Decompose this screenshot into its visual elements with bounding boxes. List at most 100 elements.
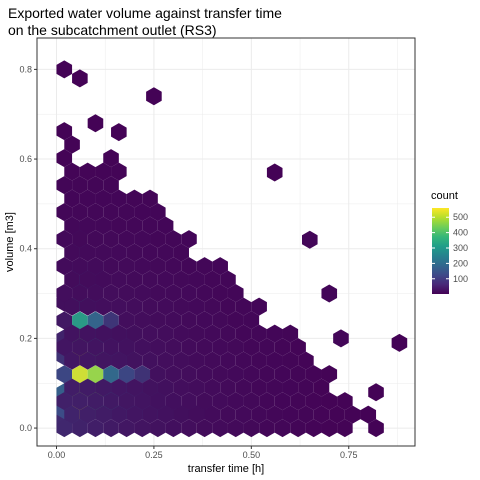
- x-tick-label: 0.25: [145, 450, 163, 460]
- hexbin-cell: 7: [64, 135, 80, 154]
- hexbin-cell: 24: [150, 338, 166, 357]
- hexbin-cell: 47: [95, 405, 112, 424]
- hexbin-cell: 37: [118, 392, 135, 411]
- hexbin-cell: 30: [150, 419, 166, 438]
- hexbin-cell: 9: [126, 189, 143, 208]
- hexbin-cell: 7: [321, 392, 338, 411]
- hexbin-cell: 22: [134, 311, 151, 330]
- hexbin-cell: 41: [111, 405, 127, 424]
- hexbin-cell: 29: [95, 324, 112, 343]
- hexbin-cell: 21: [126, 297, 143, 316]
- y-axis: 0.0 0.2 0.4 0.6 0.8: [19, 64, 37, 433]
- hexbin-cell: 12: [72, 203, 88, 222]
- x-tick-label: 0.50: [243, 450, 261, 460]
- hexbin-cell: 52: [72, 392, 88, 411]
- hexbin-cell: 11: [243, 311, 260, 330]
- hexbin-cell: 14: [220, 324, 236, 343]
- hexbin-cell: 13: [118, 230, 135, 249]
- hexbin-cell: 10: [111, 189, 127, 208]
- y-axis-title: volume [m3]: [4, 212, 16, 272]
- hexbin-cell: 20: [196, 392, 213, 411]
- hexbin-cell: 10: [282, 405, 299, 424]
- plot-panel: 7013017012085604025120540460520500400300…: [36, 37, 416, 447]
- hexbin-cell: 19: [181, 338, 197, 357]
- hexbin-cell: 36: [56, 338, 73, 357]
- hexbin-cell: 23: [181, 419, 197, 438]
- hexbin-cell: 14: [173, 270, 189, 289]
- hexbin-cell: 11: [220, 270, 236, 289]
- hexbin-cell: 10: [266, 351, 283, 370]
- x-tick-label: 0.75: [340, 450, 358, 460]
- hexbin-cell: 9: [87, 176, 104, 195]
- hexbin-cell: 20: [150, 311, 166, 330]
- hexbin-cell: 22: [188, 405, 205, 424]
- hexbin-cell: 16: [165, 284, 182, 303]
- hexbin-cell: 30: [126, 351, 143, 370]
- hexbin-cell: 10: [64, 189, 80, 208]
- hexbin-cell: 11: [227, 284, 244, 303]
- hexbin-cell: 18: [72, 257, 88, 276]
- hexbin-cell: 13: [188, 270, 205, 289]
- hexbin-cell: 20: [79, 270, 96, 289]
- hexbin-cell: 14: [243, 392, 260, 411]
- legend-tick-label: 400: [453, 228, 468, 238]
- hexbin-cell: 10: [157, 216, 174, 235]
- hexbin-cell: 18: [212, 419, 228, 438]
- hexbin-cell: 9: [290, 365, 306, 384]
- hexbin-cell: 27: [111, 324, 127, 343]
- hexbin-cell: 10: [95, 189, 112, 208]
- hexbin-cell: 38: [111, 378, 127, 397]
- hexbin-cell: 11: [274, 419, 291, 438]
- hexbin-cell: 10: [282, 378, 299, 397]
- hexbin-cell: 17: [204, 351, 221, 370]
- hexbin-cell: 16: [79, 243, 96, 262]
- hexbin-cell: 6: [56, 122, 73, 141]
- hexbin-cell: 8: [111, 162, 127, 181]
- hexbin-cell: 6: [337, 392, 353, 411]
- hexbin-cell: 20: [118, 284, 135, 303]
- hexbin-cell: 10: [79, 189, 96, 208]
- y-tick-label: 0.0: [19, 423, 32, 433]
- hexbin-cell: 42: [103, 392, 119, 411]
- hexbin-cell: 14: [204, 297, 221, 316]
- hexbin-cell: 24: [165, 365, 182, 384]
- hexbin-cell: 11: [118, 203, 135, 222]
- hexbin-cell: 21: [181, 365, 197, 384]
- hexbin-cell: 38: [79, 351, 96, 370]
- hexbin-cell: 11: [259, 365, 275, 384]
- hexbin-cell: 13: [134, 230, 151, 249]
- hexbin-cell: 19: [196, 365, 213, 384]
- hexbin-cell: 31: [103, 338, 119, 357]
- hexbin-cell: 10: [301, 230, 318, 249]
- hexbin-cell: 34: [134, 419, 151, 438]
- hexbin-cell: 18: [111, 270, 127, 289]
- hexbin-cell: 15: [235, 405, 252, 424]
- hexbin-cell: 33: [134, 392, 151, 411]
- hexbin-cell: 9: [274, 338, 291, 357]
- hexbin-cell: 16: [227, 419, 244, 438]
- hexbin-cell: 17: [196, 338, 213, 357]
- hexbin-cell: 23: [111, 297, 127, 316]
- y-tick-label: 0.6: [19, 154, 32, 164]
- hexbin-cell: 12: [259, 419, 275, 438]
- hexbin-cell: 8: [79, 162, 96, 181]
- hexbin-cell: 12: [204, 270, 221, 289]
- hexbin-cell: 16: [142, 270, 158, 289]
- hexbin-cell: 9: [103, 176, 119, 195]
- hexbin-cell: 26: [134, 338, 151, 357]
- hexbin-cell: 14: [212, 311, 228, 330]
- hexbin-cell: 16: [95, 243, 112, 262]
- hexbin-cell: 14: [103, 230, 119, 249]
- hexbin-cell: 11: [251, 324, 267, 343]
- hexbin-cell: 17: [188, 324, 205, 343]
- hexbin-cell: 12: [181, 257, 197, 276]
- hexbin-cell: 12: [235, 324, 252, 343]
- hexbin-cell: 14: [126, 243, 143, 262]
- hexbin-cell: 17: [181, 311, 197, 330]
- hexbin-cell: 9: [56, 176, 73, 195]
- hexbin-cell: 16: [64, 243, 80, 262]
- hexbin-cell: 18: [87, 257, 104, 276]
- hexbin-cell: 49: [64, 378, 80, 397]
- hexbin-cell: 19: [173, 324, 189, 343]
- legend-tick-label: 500: [453, 212, 468, 222]
